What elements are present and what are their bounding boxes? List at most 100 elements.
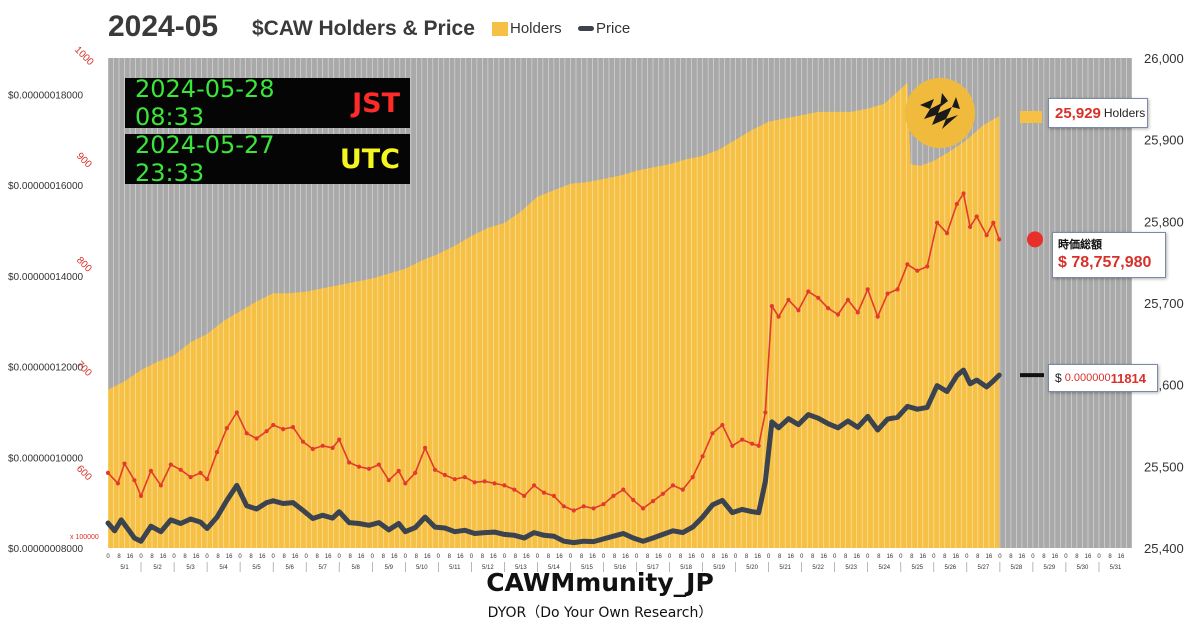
day-tick-label: 5/10 (416, 565, 428, 571)
x-axis: 0 8 165/10 8 165/20 8 165/30 8 165/40 8 165/50 8 165… (106, 554, 1125, 572)
mcap-point (561, 504, 566, 509)
hour-tick-label: 16 (226, 554, 233, 560)
mcap-point (396, 468, 401, 473)
mcap-tick-label: 900 (74, 151, 94, 171)
hour-tick-label: 0 (701, 554, 705, 560)
mcap-point (670, 483, 676, 488)
mcap-point (330, 445, 335, 450)
hour-tick-label: 16 (986, 554, 993, 560)
day-tick-label: 5/26 (944, 565, 956, 571)
current-value-markers (1020, 111, 1044, 378)
hour-tick-label: 8 (844, 554, 848, 560)
clock-jst-zone: JST (352, 87, 400, 119)
price-tick-label: $0.00000016000 (8, 181, 84, 192)
mcap-point (997, 237, 1002, 242)
mcap-point (366, 466, 372, 471)
hour-tick-label: 0 (404, 554, 408, 560)
price-current-callout: $ 0.000000 11814 (1048, 364, 1158, 392)
hour-tick-label: 16 (1052, 554, 1059, 560)
price-line-series (105, 367, 1002, 546)
hour-tick-label: 0 (635, 554, 639, 560)
caw-crow-logo-icon (905, 78, 975, 148)
legend-holders-swatch (492, 21, 508, 36)
hour-tick-label: 0 (205, 554, 209, 560)
mcap-point (816, 295, 821, 300)
hour-tick-label: 16 (754, 554, 761, 560)
hour-tick-label: 8 (316, 554, 320, 560)
day-tick-label: 5/29 (1044, 565, 1056, 571)
mcap-point (502, 483, 507, 488)
mcap-point (300, 439, 305, 444)
day-tick-label: 5/1 (120, 565, 129, 571)
mcap-point (621, 487, 626, 492)
mcap-point (806, 289, 811, 294)
day-tick-label: 5/30 (1077, 565, 1089, 571)
mcap-point (750, 441, 755, 446)
price-leading-zeros: 0.000000 (1064, 372, 1111, 384)
hour-tick-label: 0 (1097, 554, 1101, 560)
mcap-point (158, 483, 163, 488)
hour-tick-label: 16 (490, 554, 497, 560)
hour-tick-label: 16 (1019, 554, 1026, 560)
day-tick-label: 5/27 (978, 565, 990, 571)
hour-tick-label: 8 (216, 554, 220, 560)
mcap-point (974, 214, 979, 219)
mcap-point (769, 304, 775, 309)
mcap-point (347, 460, 352, 465)
mcap-point (551, 493, 557, 498)
hour-tick-label: 0 (833, 554, 837, 560)
legend-price-label: Price (596, 20, 631, 37)
mcap-point (105, 470, 111, 475)
price-tick-label: $0.00000014000 (8, 272, 84, 283)
hour-tick-label: 8 (811, 554, 815, 560)
mcap-point (935, 220, 940, 225)
day-tick-label: 5/16 (614, 565, 626, 571)
clock-jst-datetime: 2024-05-28 08:33 (135, 75, 275, 131)
hour-tick-label: 8 (183, 554, 187, 560)
day-tick-label: 5/7 (319, 565, 328, 571)
mcap-current-value: $ 78,757,980 (1058, 254, 1152, 271)
holders-current-unit: Holders (1103, 106, 1146, 120)
chart-subtitle: $CAW Holders & Price (252, 17, 475, 40)
mcap-point (660, 491, 666, 496)
mcap-point (442, 472, 447, 478)
holders-tick-label: 25,500 (1144, 459, 1184, 474)
hour-tick-label: 0 (371, 554, 375, 560)
mcap-point (961, 191, 966, 196)
price-currency: $ (1055, 371, 1062, 385)
clock-utc-datetime: 2024-05-27 23:33 (135, 131, 275, 187)
hour-tick-label: 8 (646, 554, 650, 560)
hour-tick-label: 8 (382, 554, 386, 560)
hour-tick-label: 8 (481, 554, 485, 560)
holders-marker (1020, 111, 1042, 123)
hour-tick-label: 8 (745, 554, 749, 560)
hour-tick-label: 16 (424, 554, 431, 560)
hour-tick-label: 8 (514, 554, 518, 560)
holders-axis: 25,40025,50025,60025,70025,80025,90026,0… (1144, 51, 1184, 556)
holders-tick-label: 26,000 (1144, 51, 1184, 66)
mcap-point (214, 450, 220, 455)
mcap-point (472, 480, 477, 485)
hour-tick-label: 16 (1085, 554, 1092, 560)
mcap-point (271, 422, 276, 428)
day-tick-label: 5/2 (153, 565, 162, 571)
hour-tick-label: 8 (976, 554, 980, 560)
mcap-point (611, 493, 616, 498)
day-tick-label: 5/28 (1011, 565, 1023, 571)
mcap-point (835, 312, 841, 317)
mcap-point (423, 445, 428, 450)
hour-tick-label: 16 (160, 554, 167, 560)
mcap-point (122, 461, 127, 466)
legend-holders-label: Holders (510, 20, 562, 37)
mcap-point (601, 502, 606, 507)
mcap-point (337, 437, 342, 442)
brand-footer: CAWMmunity_JP (486, 568, 714, 597)
hour-tick-label: 16 (853, 554, 860, 560)
hour-tick-label: 0 (998, 554, 1002, 560)
mcap-point (254, 436, 259, 441)
hour-tick-label: 16 (292, 554, 299, 560)
hour-tick-label: 8 (249, 554, 253, 560)
hour-tick-label: 8 (117, 554, 121, 560)
hour-tick-label: 0 (437, 554, 441, 560)
mcap-point (224, 426, 229, 431)
